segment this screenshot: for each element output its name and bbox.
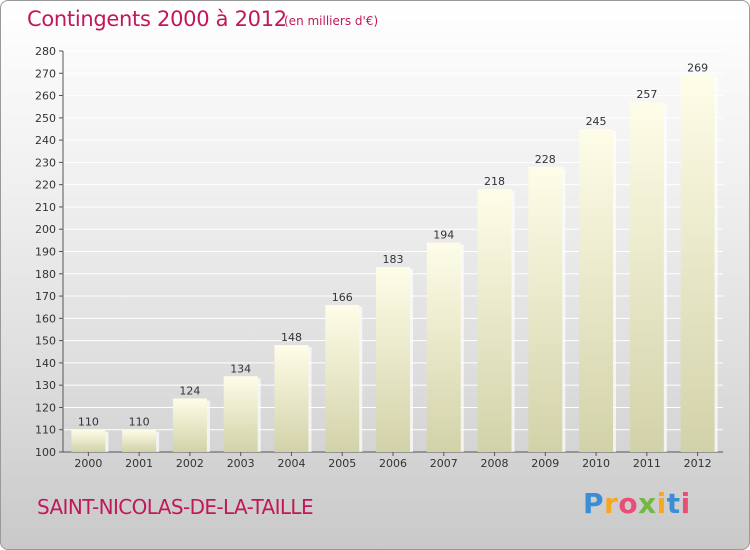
x-tick-label: 2002 (176, 457, 204, 470)
bar (71, 429, 106, 452)
proxiti-logo: Proxiti (583, 487, 691, 520)
bar-value-label: 218 (484, 175, 505, 188)
bar (579, 128, 614, 452)
x-tick-label: 2011 (633, 457, 661, 470)
bar (325, 304, 360, 452)
bar (122, 429, 157, 452)
y-tick-label: 140 (35, 357, 56, 370)
bar (629, 102, 664, 452)
brand-letter: t (666, 487, 681, 520)
bar-value-label: 245 (586, 115, 607, 128)
labels: 100 110 120 130 140 150 160 170 180 190 200 210 220 2… (35, 45, 712, 470)
y-tick-label: 270 (35, 67, 56, 80)
bars (71, 75, 718, 452)
bar (274, 345, 309, 452)
y-tick-label: 110 (35, 424, 56, 437)
y-tick-label: 250 (35, 112, 56, 125)
y-tick-label: 120 (35, 401, 56, 414)
bar (680, 75, 715, 452)
brand-letter: o (618, 487, 639, 520)
y-tick-label: 150 (35, 335, 56, 348)
bar-value-label: 124 (179, 385, 200, 398)
bar-value-label: 134 (230, 362, 251, 375)
y-tick-label: 180 (35, 268, 56, 281)
x-tick-label: 2010 (582, 457, 610, 470)
x-tick-label: 2004 (277, 457, 305, 470)
y-tick-label: 190 (35, 246, 56, 259)
brand-letter: x (638, 487, 657, 520)
bar-value-label: 194 (433, 229, 454, 242)
y-tick-label: 200 (35, 223, 56, 236)
bar-value-label: 110 (78, 416, 99, 429)
x-tick-label: 2009 (531, 457, 559, 470)
x-tick-label: 2006 (379, 457, 407, 470)
x-tick-label: 2003 (227, 457, 255, 470)
y-tick-label: 230 (35, 156, 56, 169)
bar-value-label: 257 (636, 88, 657, 101)
bar (223, 376, 258, 452)
x-tick-label: 2008 (481, 457, 509, 470)
y-tick-label: 160 (35, 312, 56, 325)
bar (528, 166, 563, 452)
y-tick-label: 130 (35, 379, 56, 392)
brand-letter: r (604, 487, 619, 520)
x-tick-label: 2000 (74, 457, 102, 470)
bar-value-label: 148 (281, 331, 302, 344)
x-tick-label: 2007 (430, 457, 458, 470)
bar-value-label: 110 (129, 416, 150, 429)
bar-value-label: 183 (383, 253, 404, 266)
y-tick-label: 260 (35, 90, 56, 103)
x-tick-label: 2001 (125, 457, 153, 470)
y-tick-label: 170 (35, 290, 56, 303)
y-tick-label: 220 (35, 179, 56, 192)
x-tick-label: 2012 (684, 457, 712, 470)
y-tick-label: 240 (35, 134, 56, 147)
bar (172, 398, 207, 452)
brand-letter: i (656, 487, 667, 520)
bar (477, 189, 512, 452)
y-tick-label: 280 (35, 45, 56, 58)
brand-letter: i (680, 487, 691, 520)
y-tick-label: 210 (35, 201, 56, 214)
y-tick-label: 100 (35, 446, 56, 459)
chart-subtitle: (en milliers d'€) (284, 14, 379, 28)
brand-letter: P (583, 487, 605, 520)
x-tick-label: 2005 (328, 457, 356, 470)
bar-value-label: 228 (535, 153, 556, 166)
town-name: SAINT-NICOLAS-DE-LA-TAILLE (37, 495, 314, 519)
chart-title: Contingents 2000 à 2012 (27, 7, 287, 31)
bar-value-label: 166 (332, 291, 353, 304)
bar-value-label: 269 (687, 62, 708, 75)
bar (426, 242, 461, 452)
bar (376, 267, 410, 452)
